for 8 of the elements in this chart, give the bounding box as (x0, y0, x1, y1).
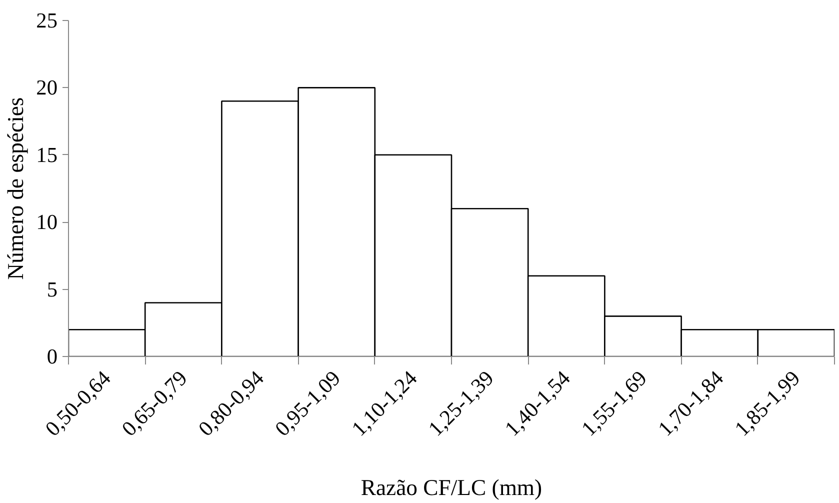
y-axis-title: Número de espécies (3, 97, 28, 280)
y-tick-label: 20 (36, 76, 58, 100)
y-tick-label: 25 (36, 8, 58, 32)
x-axis-title: Razão CF/LC (mm) (360, 475, 542, 500)
y-tick-label: 5 (46, 277, 58, 302)
y-tick-label: 15 (36, 142, 58, 167)
y-tick-label: 0 (46, 344, 58, 368)
y-tick-label: 10 (36, 210, 58, 234)
